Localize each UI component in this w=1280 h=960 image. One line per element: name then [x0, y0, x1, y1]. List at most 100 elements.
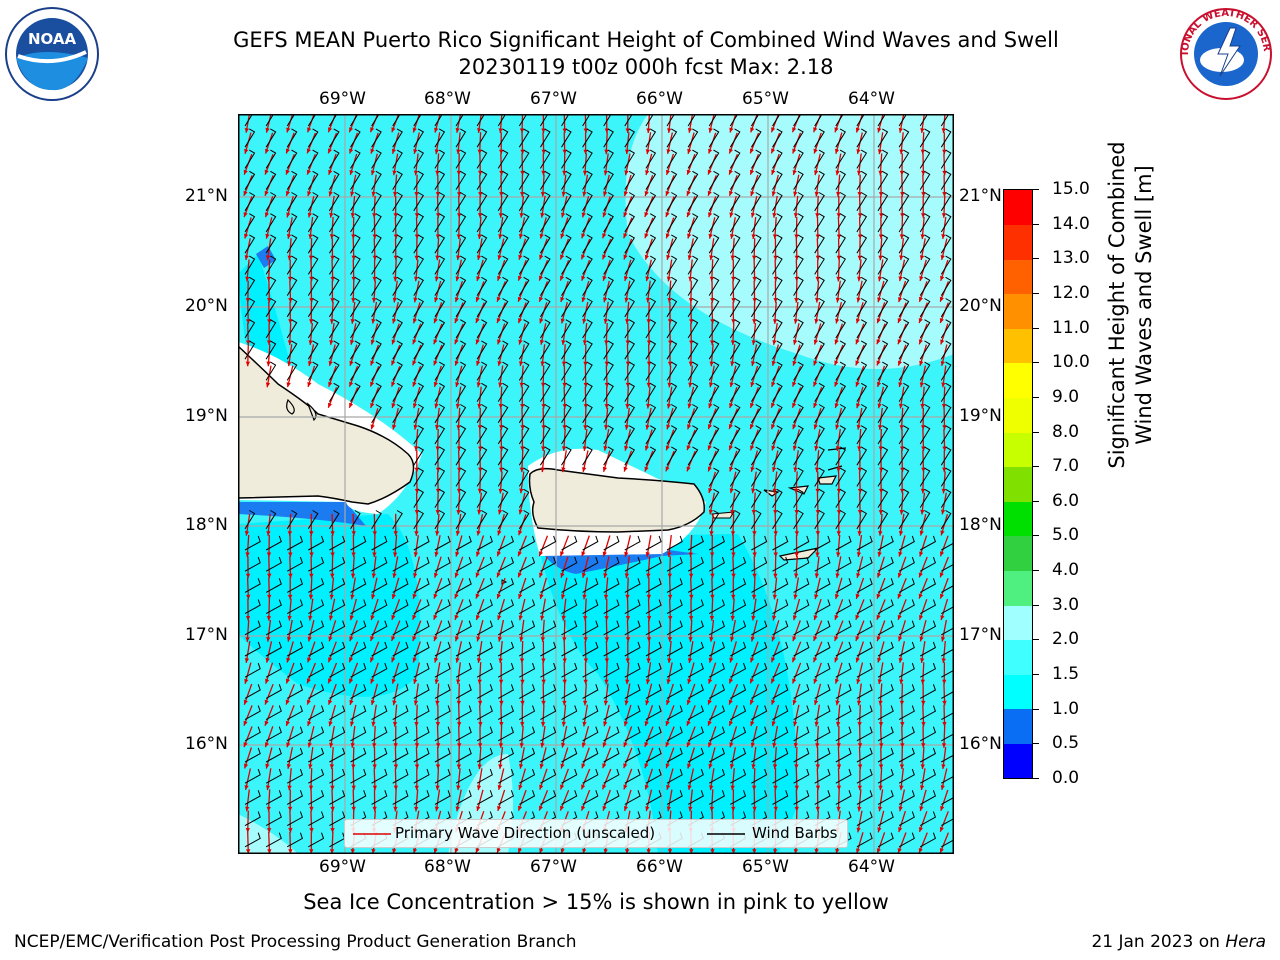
wind-barb	[666, 149, 678, 169]
wind-barb	[265, 192, 277, 212]
wave-direction-arrowhead	[287, 255, 292, 261]
wave-direction-arrowhead	[687, 658, 693, 663]
wind-barb	[814, 149, 825, 169]
wave-direction-arrowhead	[731, 806, 736, 812]
wave-direction-arrowhead	[919, 636, 924, 642]
wind-barb	[582, 578, 599, 593]
wave-direction-arrowhead	[541, 404, 546, 409]
wind-barb	[772, 213, 783, 233]
wind-barb	[518, 149, 530, 169]
wave-direction-arrowhead	[752, 531, 757, 536]
wind-barb	[772, 298, 783, 318]
wave-direction-arrowhead	[877, 127, 882, 133]
wind-barb	[624, 578, 641, 593]
wave-direction-arrowhead	[328, 657, 333, 663]
wind-barb	[561, 726, 578, 742]
wind-barb	[455, 790, 472, 805]
wave-direction-arrowhead	[475, 848, 480, 853]
wind-barb	[286, 128, 298, 148]
wave-direction-arrowhead	[900, 213, 905, 218]
wave-direction-arrowhead	[372, 806, 377, 812]
wave-direction-arrowhead	[836, 510, 842, 515]
wave-direction-arrowhead	[308, 615, 313, 621]
wave-direction-arrowhead	[730, 785, 735, 791]
colorbar-band	[1004, 743, 1032, 779]
wave-direction-arrowhead	[456, 679, 461, 685]
wind-barb	[750, 170, 762, 190]
wave-direction-arrowhead	[475, 615, 480, 620]
wind-barb	[244, 149, 256, 169]
wind-barb	[645, 114, 654, 127]
wind-barb	[898, 768, 915, 784]
wave-direction-arrowhead	[920, 509, 925, 515]
wave-direction-arrowhead	[731, 298, 736, 303]
wind-barb	[835, 599, 852, 615]
wave-direction-arrowhead	[604, 128, 609, 133]
wind-barb	[519, 684, 536, 699]
wave-direction-arrowhead	[815, 785, 821, 791]
wave-direction-arrowhead	[308, 340, 313, 345]
wind-barb	[434, 319, 446, 339]
wave-direction-arrowhead	[349, 699, 354, 705]
wind-barb	[856, 705, 873, 721]
wind-barb	[645, 170, 657, 190]
wave-direction-arrowhead	[646, 637, 652, 642]
wind-barb	[729, 467, 741, 487]
wave-direction-arrowhead	[583, 404, 588, 409]
wave-direction-arrowhead	[645, 276, 650, 282]
wave-direction-arrowhead	[434, 127, 439, 133]
wind-barb	[582, 149, 593, 169]
wave-direction-arrowhead	[836, 467, 841, 473]
wind-barb	[413, 535, 430, 551]
wind-barb	[476, 641, 493, 657]
colorbar-band	[1004, 708, 1032, 744]
wind-barb	[645, 790, 662, 805]
wave-direction-arrowhead	[941, 509, 946, 515]
wind-barb	[835, 620, 852, 636]
wave-direction-arrowhead	[921, 722, 926, 727]
wind-barb	[328, 382, 340, 402]
wind-barb	[730, 768, 747, 784]
wave-direction-arrowhead	[836, 255, 842, 261]
wave-direction-arrowhead	[435, 192, 441, 197]
wave-direction-arrowhead	[856, 297, 861, 303]
wave-direction-arrowhead	[708, 678, 713, 684]
wave-direction-arrowhead	[730, 531, 736, 536]
wind-barb	[835, 535, 852, 551]
wind-barb	[856, 192, 868, 212]
colorbar-tick-label: 13.0	[1052, 248, 1090, 269]
wind-barb	[687, 128, 699, 148]
wind-barb	[729, 276, 741, 296]
wave-direction-arrowhead	[350, 721, 355, 727]
wind-barb	[413, 768, 430, 784]
wave-direction-arrowhead	[372, 552, 377, 557]
wind-barb	[687, 768, 704, 784]
wave-direction-arrowhead	[392, 297, 397, 303]
wave-direction-arrowhead	[243, 763, 249, 769]
wind-barb	[561, 404, 572, 424]
wave-direction-arrowhead	[856, 424, 861, 430]
wind-barb	[265, 298, 277, 318]
wind-barb	[328, 213, 340, 233]
wave-direction-arrowhead	[583, 658, 588, 663]
wave-direction-arrowhead	[518, 275, 522, 281]
wind-barb	[476, 382, 488, 402]
wave-direction-arrowhead	[518, 848, 522, 854]
wind-barb	[835, 128, 846, 148]
wind-barb	[561, 213, 572, 233]
wave-direction-arrowhead	[752, 298, 757, 303]
wind-barb	[286, 319, 298, 339]
wave-direction-arrowhead	[371, 191, 376, 197]
wave-direction-arrowhead	[624, 424, 629, 430]
wind-barb	[518, 234, 530, 254]
wind-barb	[434, 298, 446, 318]
wind-barb	[329, 768, 346, 784]
wind-barb	[856, 684, 873, 699]
wave-direction-arrowhead	[372, 213, 377, 218]
wave-direction-arrowhead	[414, 192, 419, 197]
wave-direction-arrowhead	[496, 296, 501, 302]
wave-direction-arrowhead	[813, 636, 818, 641]
wind-barb	[540, 556, 557, 572]
wind-barb	[582, 382, 593, 402]
wind-barb	[371, 684, 388, 699]
